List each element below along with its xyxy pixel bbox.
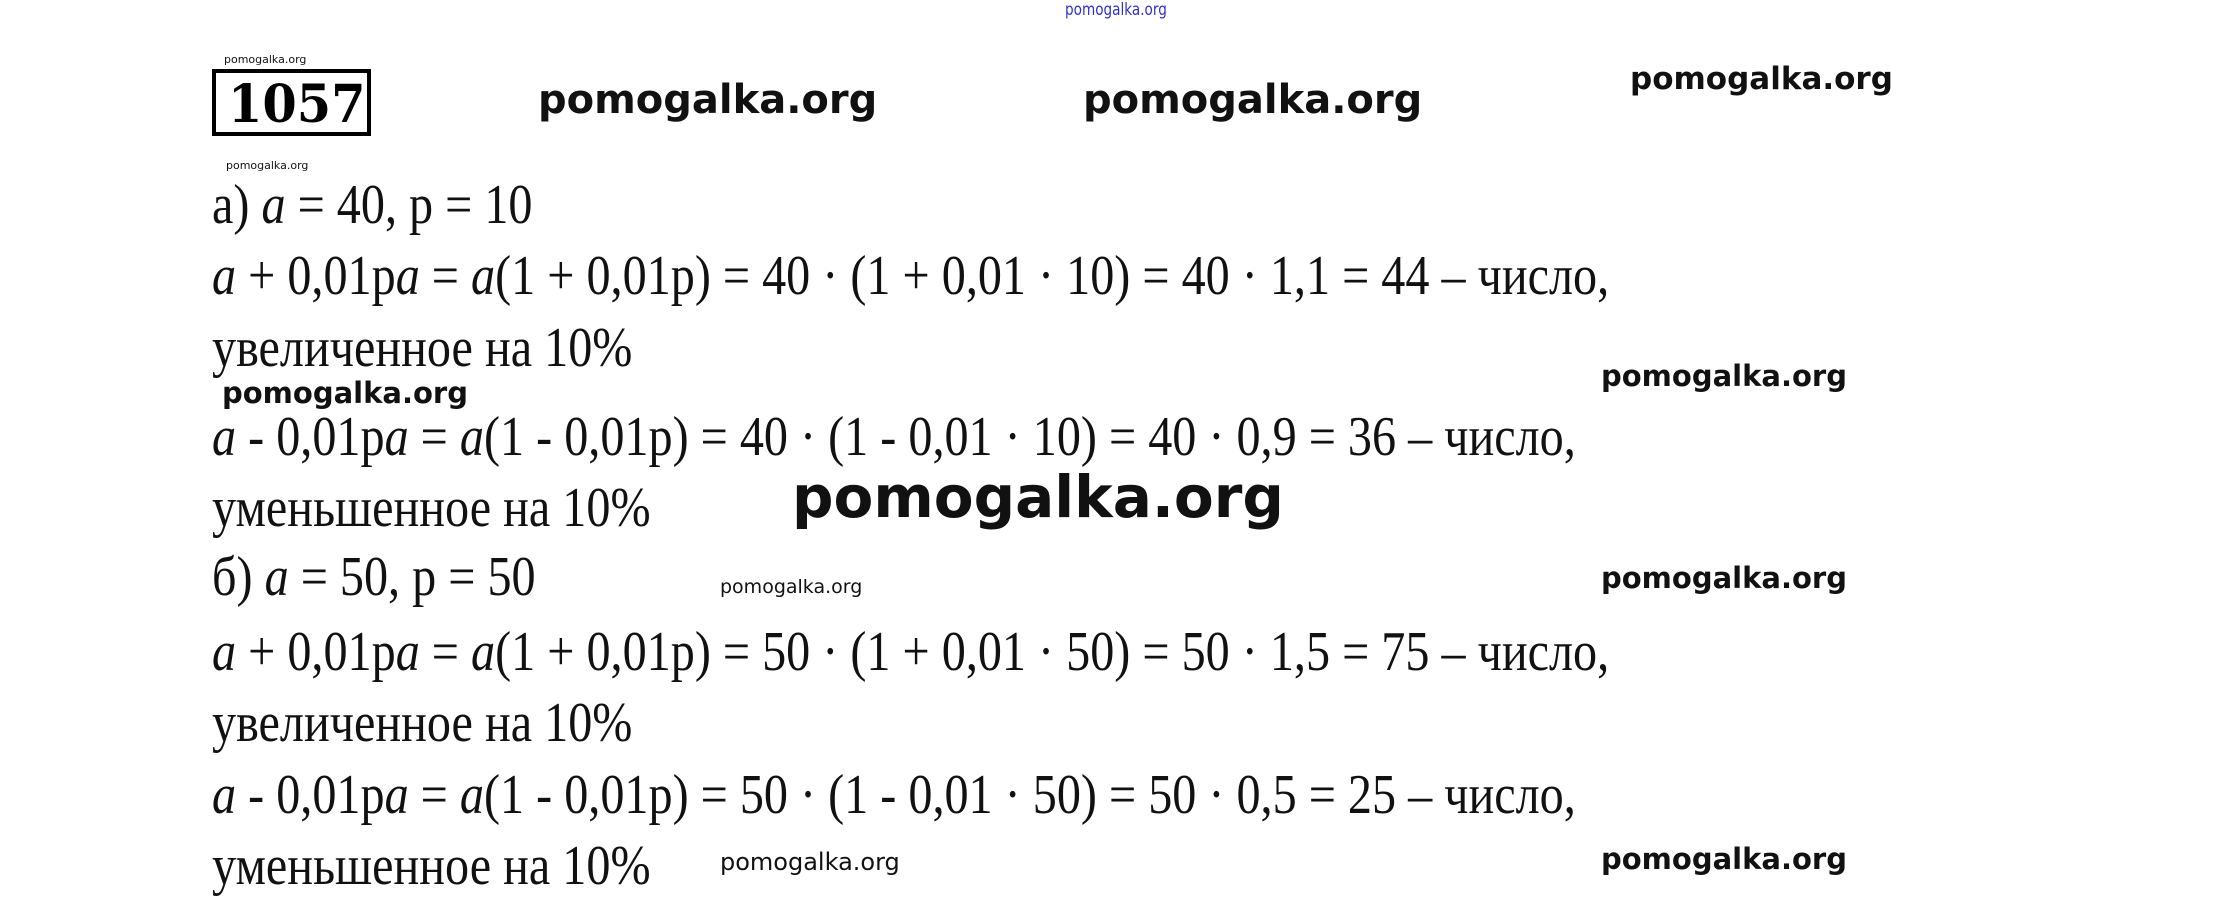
variable-a: a [471,245,496,307]
solution-line: увеличенное на 10% [212,695,632,751]
variable-a: a [212,764,237,826]
variable-a: a [471,621,496,683]
watermark: pomogalka.org [720,576,863,598]
variable-a: a [261,174,286,236]
text-segment: = [408,406,460,468]
text-segment: б) [212,546,265,608]
solution-line: уменьшенное на 10% [212,838,651,894]
text-segment: (1 - 0,01р) = 40 · (1 - 0,01 · 10) = 40 … [483,406,1576,468]
text-segment: (1 - 0,01р) = 50 · (1 - 0,01 · 50) = 50 … [483,764,1576,826]
watermark: pomogalka.org [222,376,468,410]
solution-line: a - 0,01рa = a(1 - 0,01р) = 50 · (1 - 0,… [212,767,1576,823]
small-watermark: pomogalka.org [226,159,309,172]
text-segment: + 0,01р [236,245,396,307]
variable-a: a [459,764,484,826]
variable-a: a [212,245,237,307]
text-segment: = 50, р = 50 [288,546,536,608]
variable-a: a [212,621,237,683]
solution-line: уменьшенное на 10% [212,480,651,536]
watermark: pomogalka.org [1630,61,1893,97]
variable-a: a [384,764,409,826]
variable-a: a [384,406,409,468]
text-segment: = [419,621,472,683]
exercise-number-box: 1057 [212,69,371,136]
solution-line: a - 0,01рa = a(1 - 0,01р) = 40 · (1 - 0,… [212,409,1576,465]
solution-line: увеличенное на 10% [212,320,632,376]
text-segment: = 40, р = 10 [285,174,533,236]
text-segment: уменьшенное на 10% [212,835,651,897]
solution-line: a + 0,01рa = a(1 + 0,01р) = 50 · (1 + 0,… [212,624,1609,680]
watermark-large: pomogalka.org [792,463,1284,531]
text-segment: (1 + 0,01р) = 40 · (1 + 0,01 · 10) = 40 … [495,245,1610,307]
text-segment: + 0,01р [236,621,396,683]
text-segment: - 0,01р [236,406,385,468]
text-segment: (1 + 0,01р) = 50 · (1 + 0,01 · 50) = 50 … [495,621,1610,683]
variable-a: a [212,406,237,468]
text-segment: = [419,245,472,307]
watermark: pomogalka.org [720,848,900,876]
watermark: pomogalka.org [1601,842,1847,876]
variable-a: a [395,245,420,307]
text-segment: - 0,01р [236,764,385,826]
variable-a: a [395,621,420,683]
text-segment: уменьшенное на 10% [212,477,651,539]
solution-line: б) a = 50, р = 50 [212,549,536,605]
watermark: pomogalka.org [1601,359,1847,393]
variable-a: a [264,546,289,608]
watermark: pomogalka.org [538,77,878,123]
text-segment: = [408,764,460,826]
watermark: pomogalka.org [1083,77,1423,123]
watermark: pomogalka.org [1601,561,1847,595]
top-watermark: pomogalka.org [1065,0,1167,20]
text-segment: а) [212,174,262,236]
solution-line: a + 0,01рa = a(1 + 0,01р) = 40 · (1 + 0,… [212,248,1609,304]
text-segment: увеличенное на 10% [212,692,633,754]
text-segment: увеличенное на 10% [212,317,633,379]
box-watermark: pomogalka.org [224,53,307,66]
solution-line: а) a = 40, р = 10 [212,177,533,233]
exercise-number: 1057 [228,74,366,135]
variable-a: a [459,406,484,468]
